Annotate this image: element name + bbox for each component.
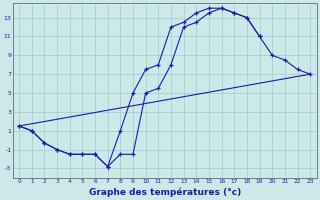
X-axis label: Graphe des températures (°c): Graphe des températures (°c) xyxy=(89,187,241,197)
